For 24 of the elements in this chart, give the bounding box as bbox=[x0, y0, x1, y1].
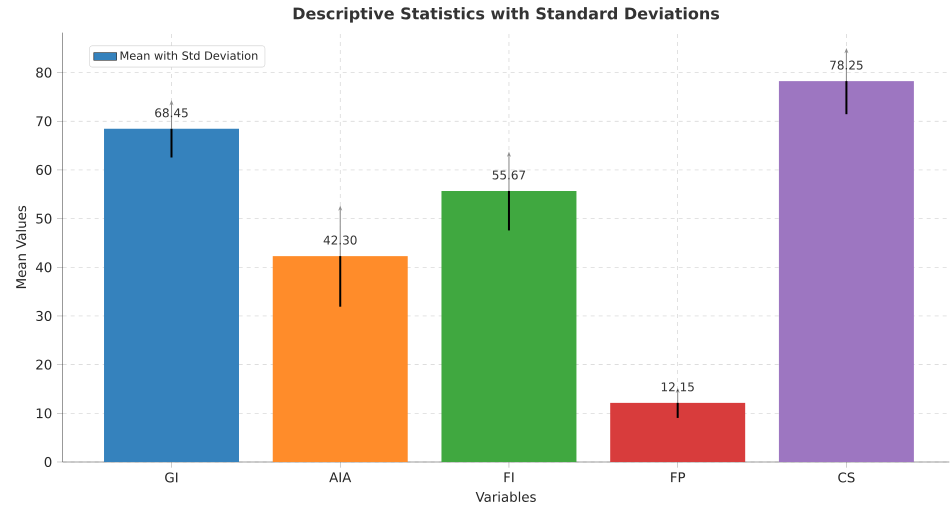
x-tick-label: FI bbox=[504, 472, 514, 482]
bar bbox=[104, 128, 239, 462]
y-tick-label: 10 bbox=[36, 408, 52, 418]
y-tick-label: 50 bbox=[36, 214, 52, 224]
data-label: 12.15 bbox=[662, 382, 694, 392]
chart-title: Descriptive Statistics with Standard Deviations bbox=[294, 7, 720, 23]
x-tick-label: GI bbox=[165, 472, 178, 482]
x-axis-title: Variables bbox=[476, 492, 536, 502]
y-tick-label: 0 bbox=[44, 456, 52, 468]
bar bbox=[778, 81, 914, 462]
x-tick-label: CS bbox=[838, 472, 855, 482]
bar bbox=[441, 191, 576, 462]
y-tick-label: 60 bbox=[36, 164, 52, 175]
y-tick-label: 30 bbox=[36, 310, 52, 321]
x-tick-label: AIA bbox=[329, 472, 352, 482]
x-tick-label: FP bbox=[671, 472, 686, 482]
bar bbox=[610, 402, 746, 462]
bar bbox=[272, 256, 408, 462]
y-tick-label: 80 bbox=[36, 68, 52, 78]
legend-label: Mean with Std Deviation bbox=[120, 51, 258, 60]
y-tick-label: 40 bbox=[36, 262, 52, 272]
y-axis-title: Mean Values bbox=[16, 206, 26, 288]
y-tick-label: 70 bbox=[36, 116, 52, 126]
y-tick-label: 20 bbox=[36, 360, 52, 370]
